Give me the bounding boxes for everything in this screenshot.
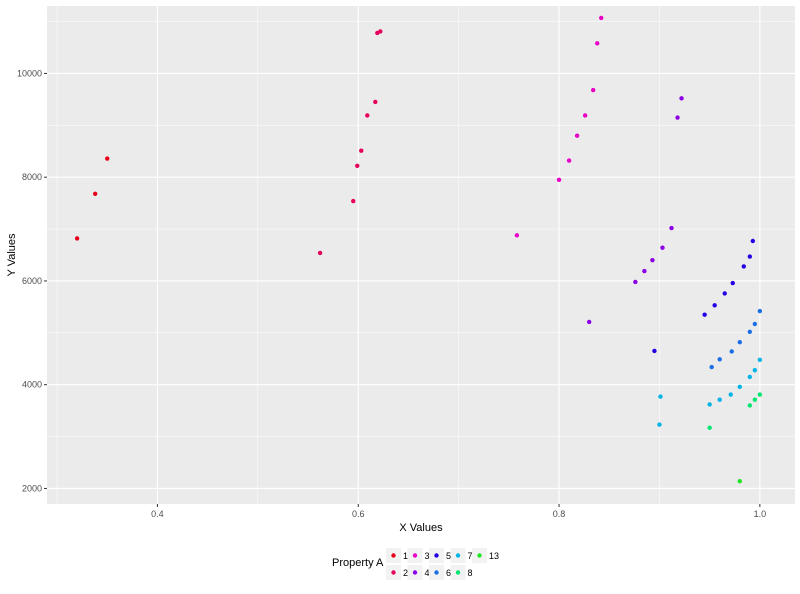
- legend-label-1: 1: [403, 551, 408, 561]
- legend-key-7: [455, 553, 461, 558]
- grid-major: [47, 6, 795, 504]
- data-point-series-1: [105, 156, 110, 161]
- data-point-series-8: [757, 392, 763, 397]
- data-point-series-6: [752, 321, 758, 327]
- legend-label-7: 7: [468, 551, 473, 561]
- x-tick-label: 0.6: [352, 509, 365, 519]
- legend-label-8: 8: [468, 568, 473, 578]
- y-axis-title: Y Values: [6, 233, 18, 277]
- data-point-series-8: [747, 403, 753, 408]
- y-tick-label: 6000: [22, 276, 42, 286]
- data-point-series-5: [652, 348, 657, 354]
- data-point-series-5: [722, 291, 727, 296]
- legend-key-4: [412, 570, 418, 575]
- data-point-series-2: [317, 250, 323, 256]
- x-axis: 0.4 0.6 0.8 1.0: [151, 504, 766, 519]
- data-point-series-8: [707, 425, 712, 430]
- legend: Property A 1 2 3 4 5 6 7 8 13: [332, 548, 499, 580]
- grid-minor: [47, 6, 795, 504]
- data-point-series-2: [359, 148, 364, 153]
- legend-key-13: [477, 553, 482, 558]
- data-point-series-7: [728, 392, 733, 397]
- data-point-series-5: [750, 238, 756, 244]
- data-point-series-2: [373, 99, 378, 105]
- data-point-series-3: [590, 87, 596, 93]
- data-point-series-4: [679, 96, 684, 101]
- data-point-series-3: [514, 233, 520, 238]
- legend-label-13: 13: [489, 551, 499, 561]
- y-axis: 2000 4000 6000 8000 10000: [17, 68, 47, 493]
- data-point-series-3: [582, 113, 588, 118]
- data-point-series-1: [92, 191, 98, 196]
- data-point-series-6: [729, 349, 734, 354]
- data-point-series-7: [707, 402, 712, 407]
- data-point-series-4: [650, 257, 655, 263]
- data-point-series-3: [599, 15, 604, 21]
- data-point-series-2: [355, 163, 360, 168]
- data-point-series-2: [365, 113, 370, 118]
- data-point-series-5: [702, 312, 707, 317]
- x-tick-label: 0.4: [151, 509, 164, 519]
- data-point-series-6: [747, 329, 753, 334]
- y-tick-label: 8000: [22, 172, 42, 182]
- data-point-series-4: [642, 268, 647, 274]
- data-point-series-5: [730, 280, 735, 286]
- legend-key-1: [391, 553, 396, 558]
- data-point-series-7: [757, 357, 763, 362]
- data-point-series-8: [752, 397, 758, 402]
- legend-key-2: [391, 570, 396, 575]
- data-point-series-1: [74, 236, 80, 241]
- data-point-series-2: [378, 29, 383, 34]
- data-point-series-7: [747, 374, 753, 380]
- legend-label-3: 3: [425, 551, 430, 561]
- legend-key-3: [412, 553, 418, 558]
- data-point-series-6: [737, 339, 742, 345]
- data-point-series-7: [717, 397, 722, 402]
- data-point-series-5: [741, 264, 746, 269]
- data-point-series-4: [675, 115, 680, 120]
- data-point-series-2: [351, 198, 356, 204]
- legend-keys: 1 2 3 4 5 6 7 8 13: [386, 548, 499, 580]
- data-point-series-13: [737, 478, 742, 484]
- y-tick-label: 10000: [17, 68, 42, 78]
- data-point-series-6: [717, 357, 722, 362]
- legend-title: Property A: [332, 557, 384, 569]
- data-point-series-4: [669, 225, 674, 231]
- data-point-series-3: [556, 177, 562, 182]
- data-point-series-6: [709, 364, 714, 370]
- y-tick-label: 2000: [22, 483, 42, 493]
- data-point-series-7: [752, 367, 758, 373]
- data-point-series-5: [712, 303, 717, 308]
- data-point-series-7: [657, 422, 662, 427]
- data-point-series-4: [660, 245, 665, 250]
- data-point-series-7: [737, 384, 742, 389]
- legend-key-5: [434, 553, 439, 558]
- y-tick-label: 4000: [22, 380, 42, 390]
- data-point-series-4: [633, 279, 638, 285]
- legend-label-4: 4: [425, 568, 430, 578]
- x-axis-title: X Values: [399, 522, 443, 534]
- data-point-series-4: [586, 319, 592, 325]
- x-tick-label: 0.8: [553, 509, 566, 519]
- data-point-series-7: [658, 394, 663, 399]
- legend-key-8: [455, 570, 461, 575]
- plot-panel: [47, 6, 795, 504]
- data-points: [74, 15, 763, 484]
- data-point-series-3: [574, 133, 580, 138]
- legend-key-6: [434, 570, 439, 575]
- legend-label-6: 6: [446, 568, 451, 578]
- legend-label-5: 5: [446, 551, 451, 561]
- data-point-series-3: [566, 158, 572, 163]
- data-point-series-5: [747, 254, 753, 259]
- legend-label-2: 2: [403, 568, 408, 578]
- data-point-series-6: [757, 308, 763, 314]
- data-point-series-3: [595, 41, 600, 46]
- x-tick-label: 1.0: [754, 509, 767, 519]
